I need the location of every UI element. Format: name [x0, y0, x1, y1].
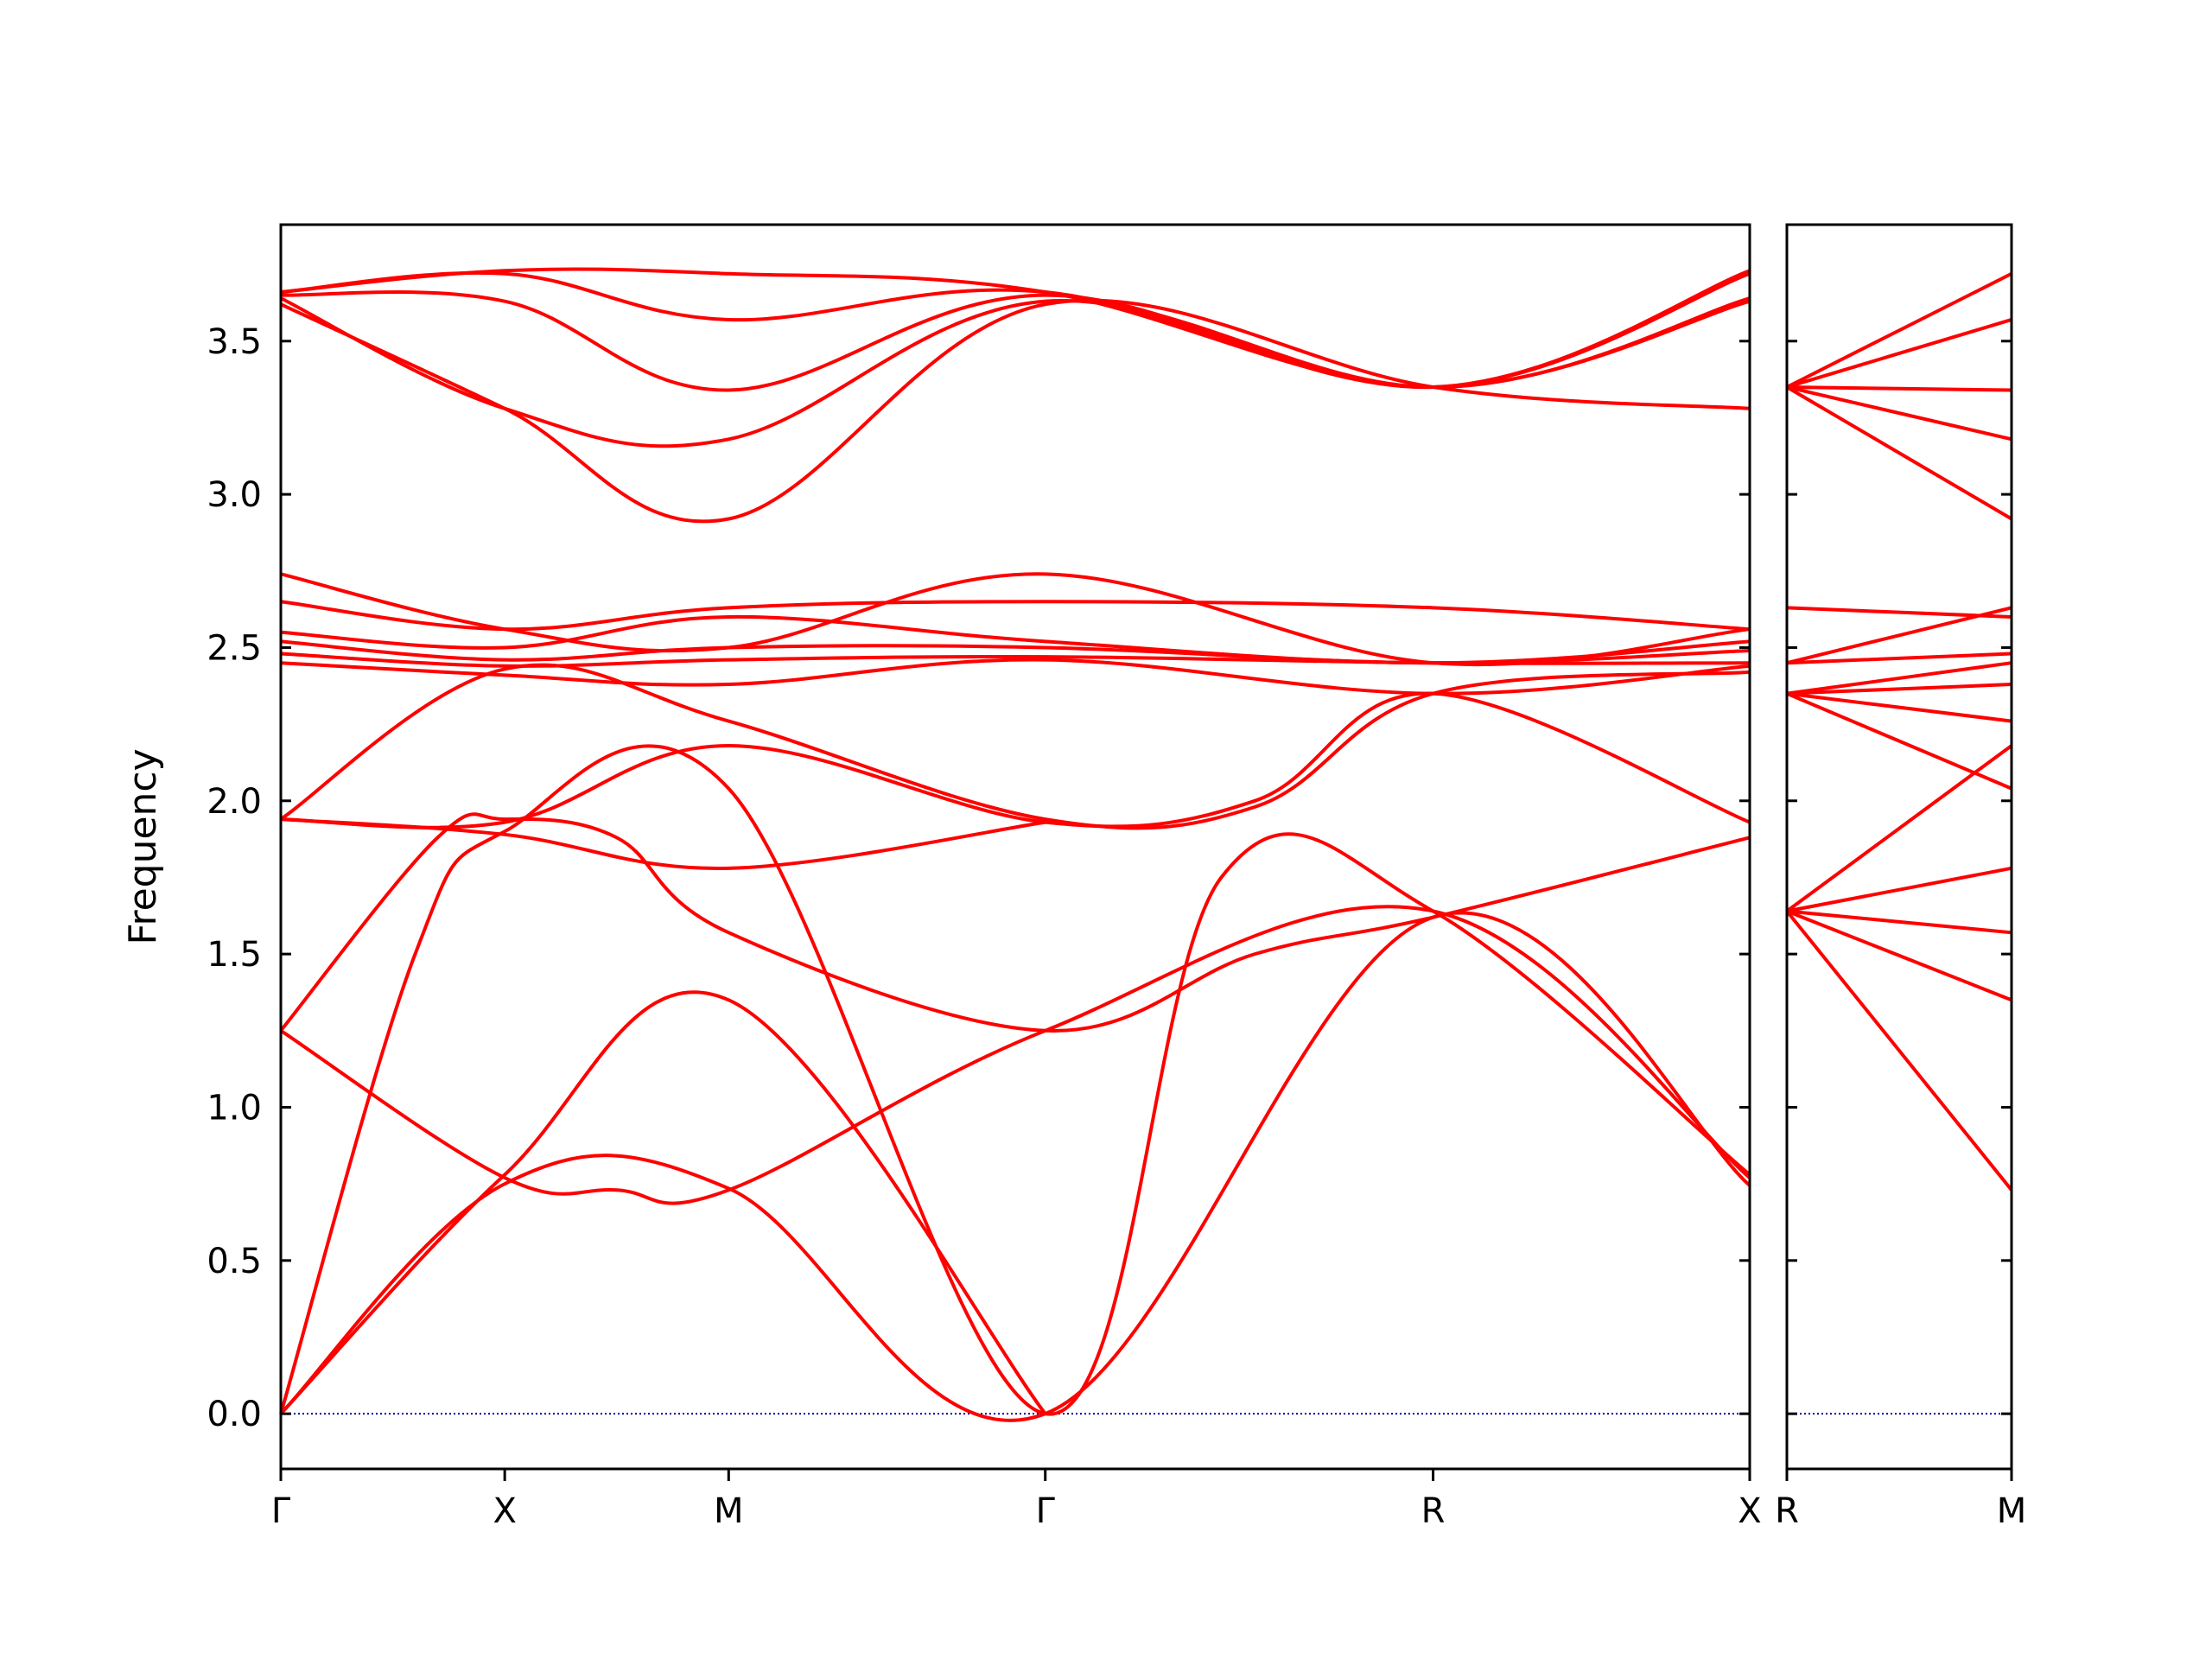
band-line-18 [280, 267, 1751, 389]
band-line-8 [1786, 661, 2012, 696]
band-line-2 [279, 990, 1047, 1415]
x-tick-label: M [1997, 1491, 2027, 1531]
band-line-6 [1786, 691, 2012, 723]
band-line-1 [279, 744, 1751, 1416]
band-line-4 [1785, 744, 2013, 913]
y-tick-label: 0.0 [207, 1395, 262, 1434]
band-line-1 [1786, 909, 2012, 1002]
x-tick-label: Γ [1036, 1491, 1056, 1531]
x-tick-label: R [1421, 1491, 1446, 1531]
y-tick-label: 2.5 [207, 628, 262, 668]
band-line-5 [1786, 691, 2012, 791]
band-line-9 [1786, 652, 2012, 665]
band-line-17 [280, 270, 1751, 389]
band-line-0 [279, 911, 1751, 1422]
y-tick-label: 3.5 [207, 322, 262, 362]
band-line-14 [280, 298, 1751, 524]
y-axis-label: Frequency [121, 748, 165, 944]
plot-frame [1785, 223, 2013, 1471]
band-line-12 [1785, 385, 2013, 521]
band-line-11 [1786, 606, 2012, 619]
band-line-7 [1786, 683, 2012, 696]
y-tick-label: 0.5 [207, 1242, 262, 1281]
y-tick-label: 2.0 [207, 782, 262, 822]
band-line-15 [1786, 318, 2012, 389]
y-tick-label: 1.0 [207, 1088, 262, 1128]
band-line-13 [280, 572, 1751, 667]
band-line-4 [279, 812, 1751, 1033]
band-line-11 [280, 614, 1751, 665]
y-tick-label: 1.5 [207, 935, 262, 975]
band-line-14 [1786, 385, 2012, 392]
plot-frame [279, 223, 1751, 1471]
x-tick-label: Γ [271, 1491, 291, 1531]
y-axis-label-group: Frequency [121, 748, 165, 944]
band-line-3 [279, 905, 1751, 1205]
band-line-13 [1786, 385, 2012, 442]
y-tick-label: 3.0 [207, 475, 262, 515]
band-line-0 [1785, 910, 2013, 1192]
band-line-12 [280, 600, 1751, 632]
band-line-2 [1786, 909, 2012, 935]
x-tick-label: X [1738, 1491, 1761, 1531]
x-tick-label: M [714, 1491, 744, 1531]
band-line-7 [279, 663, 1751, 830]
band-line-6 [280, 691, 1751, 830]
band-line-10 [1786, 606, 2012, 665]
x-tick-label: X [493, 1491, 516, 1531]
x-tick-label: R [1775, 1491, 1799, 1531]
main-panel: 0.0 0.5 1.0 1.5 2.0 2.5 3.0 3.5 Γ X M Γ R X [207, 223, 1762, 1531]
band-line-8 [280, 658, 1751, 696]
band-line-3 [1786, 866, 2012, 913]
band-line-16 [1786, 271, 2012, 389]
